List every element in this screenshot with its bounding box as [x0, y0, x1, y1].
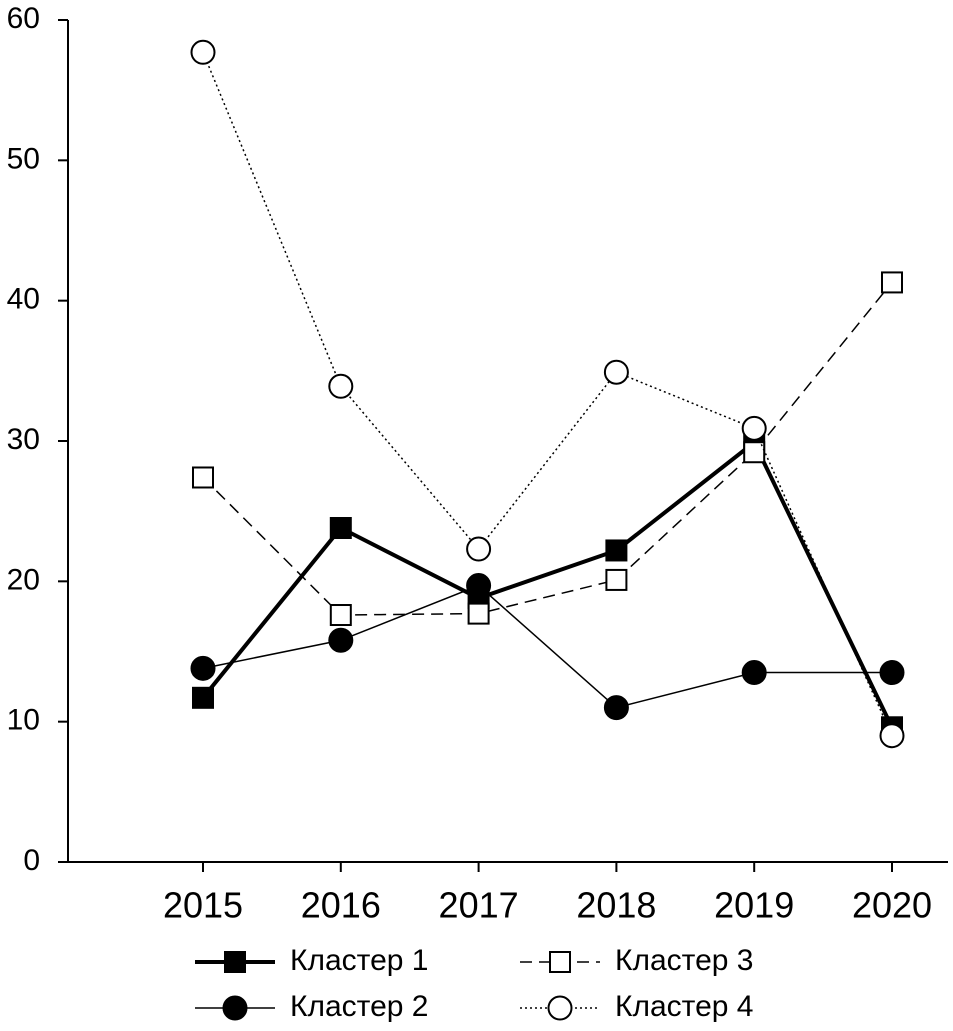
data-point: [329, 517, 352, 540]
data-point: [466, 536, 492, 562]
data-point: [603, 359, 629, 385]
x-tick-label: 2017: [439, 885, 519, 926]
series-line: [201, 439, 894, 729]
y-tick-label: 20: [7, 563, 40, 596]
data-point: [879, 723, 905, 749]
data-point: [605, 539, 628, 562]
y-tick-label: 50: [7, 142, 40, 175]
data-point: [328, 373, 354, 399]
legend-marker: [222, 995, 248, 1021]
data-point: [328, 627, 354, 653]
legend-marker: [547, 995, 573, 1021]
data-point: [192, 686, 214, 709]
data-point: [192, 466, 214, 489]
y-tick-label: 10: [7, 704, 40, 737]
data-point: [467, 602, 490, 625]
data-point: [466, 573, 492, 599]
data-point: [743, 441, 766, 464]
data-point: [603, 695, 629, 721]
x-tick-label: 2016: [301, 885, 381, 926]
legend-label: Кластер 1: [290, 944, 428, 977]
legend-label: Кластер 3: [615, 944, 753, 977]
series-line: [202, 584, 892, 709]
data-point: [741, 415, 767, 441]
series-line: [202, 281, 893, 616]
y-tick-label: 0: [23, 844, 40, 877]
y-tick-label: 30: [7, 423, 40, 456]
data-point: [329, 604, 352, 627]
series-line: [202, 51, 893, 737]
y-tick-label: 60: [7, 2, 40, 35]
data-point: [879, 660, 905, 686]
data-point: [190, 39, 216, 65]
x-tick-label: 2020: [852, 885, 932, 926]
legend-label: Кластер 4: [615, 990, 753, 1023]
data-point: [605, 568, 628, 591]
x-tick-label: 2018: [576, 885, 656, 926]
legend-marker: [549, 951, 571, 973]
data-point: [190, 655, 216, 681]
data-point: [881, 271, 903, 294]
y-tick-label: 40: [7, 283, 40, 316]
data-point: [741, 660, 767, 686]
x-tick-label: 2015: [163, 885, 243, 926]
x-tick-label: 2019: [714, 885, 794, 926]
legend-marker: [224, 951, 246, 973]
legend-label: Кластер 2: [290, 990, 428, 1023]
